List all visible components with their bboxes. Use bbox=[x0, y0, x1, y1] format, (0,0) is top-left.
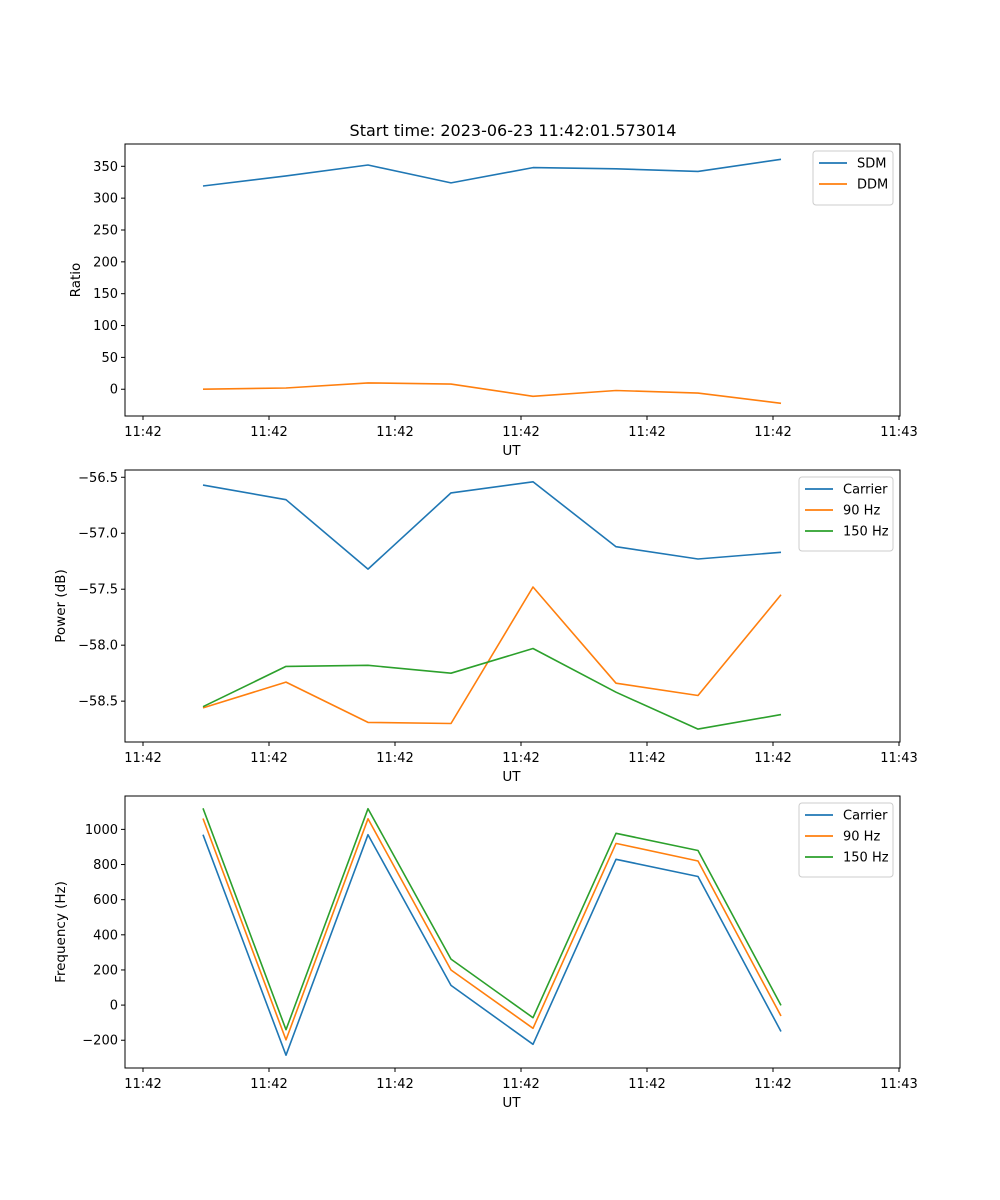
plot-panel-2: −58.5 −58.0 −57.5 −57.0 −56.5 11:42 11:42 11:42… bbox=[53, 469, 918, 785]
series-line-sdm bbox=[202, 158, 782, 187]
x-tick-label: 11:42 bbox=[250, 1077, 287, 1092]
legend-box bbox=[798, 802, 894, 878]
legend: Carrier 90 Hz 150 Hz bbox=[798, 802, 894, 878]
y-tick-label: 0 bbox=[110, 999, 118, 1014]
x-tick-label: 11:42 bbox=[754, 1077, 791, 1092]
y-tick-label: 50 bbox=[101, 351, 118, 366]
y-tick-label: 600 bbox=[93, 893, 118, 908]
y-tick-label: −58.5 bbox=[78, 695, 118, 710]
y-tick-label: 800 bbox=[93, 858, 118, 873]
plots-group: 0 50 100 150 200 250 300 350 11:42 11:42 11:42 11:4… bbox=[53, 143, 918, 1111]
y-tick-label: 1000 bbox=[85, 823, 118, 838]
legend-entry-label: DDM bbox=[857, 178, 888, 193]
series-line-ddm bbox=[202, 382, 782, 405]
x-tick-label: 11:42 bbox=[502, 751, 539, 766]
x-tick-label: 11:42 bbox=[754, 425, 791, 440]
x-tick-label: 11:42 bbox=[628, 751, 665, 766]
y-tick-label: 350 bbox=[93, 160, 118, 175]
x-axis-label: UT bbox=[502, 1095, 521, 1111]
series-line-150-hz bbox=[202, 647, 782, 730]
legend-entry-label: 150 Hz bbox=[843, 851, 889, 866]
legend-entry-label: Carrier bbox=[843, 483, 888, 498]
y-axis-label: Power (dB) bbox=[53, 569, 69, 642]
x-tick-label: 11:43 bbox=[880, 425, 917, 440]
y-tick-label: 200 bbox=[93, 963, 118, 978]
axes-frame bbox=[124, 469, 901, 743]
legend-entry-label: SDM bbox=[857, 157, 886, 172]
series-line-carrier bbox=[202, 833, 782, 1056]
y-tick-label: 100 bbox=[93, 319, 118, 334]
legend-entry-label: 150 Hz bbox=[843, 525, 889, 540]
y-tick-label: 0 bbox=[110, 383, 118, 398]
series-line-carrier bbox=[202, 480, 782, 570]
x-tick-label: 11:42 bbox=[124, 751, 161, 766]
y-tick-label: 300 bbox=[93, 192, 118, 207]
x-tick-label: 11:42 bbox=[250, 751, 287, 766]
x-tick-label: 11:42 bbox=[376, 751, 413, 766]
plot-panel-1: 0 50 100 150 200 250 300 350 11:42 11:42 11:42 11:4… bbox=[68, 143, 918, 459]
x-axis-label: UT bbox=[502, 443, 521, 459]
x-tick-label: 11:42 bbox=[628, 425, 665, 440]
series-line-90-hz bbox=[202, 586, 782, 725]
x-tick-label: 11:43 bbox=[880, 1077, 917, 1092]
legend-entry-label: 90 Hz bbox=[843, 830, 880, 845]
x-tick-label: 11:42 bbox=[502, 425, 539, 440]
series-line-90-hz bbox=[202, 817, 782, 1041]
legend-box bbox=[812, 150, 894, 206]
x-tick-label: 11:42 bbox=[124, 425, 161, 440]
legend-box bbox=[798, 476, 894, 552]
y-tick-label: 200 bbox=[93, 255, 118, 270]
y-tick-label: 400 bbox=[93, 928, 118, 943]
legend: SDM DDM bbox=[812, 150, 894, 206]
axes-frame bbox=[124, 795, 901, 1069]
x-tick-label: 11:43 bbox=[880, 751, 917, 766]
x-tick-label: 11:42 bbox=[250, 425, 287, 440]
x-tick-label: 11:42 bbox=[754, 751, 791, 766]
y-tick-label: −57.5 bbox=[78, 583, 118, 598]
y-axis-label: Frequency (Hz) bbox=[53, 881, 69, 983]
legend-entry-label: 90 Hz bbox=[843, 504, 880, 519]
x-tick-label: 11:42 bbox=[628, 1077, 665, 1092]
x-axis-label: UT bbox=[502, 769, 521, 785]
plot-panel-3: −200 0 200 400 600 800 1000 11:42 11:42 11:42 11:4… bbox=[53, 795, 918, 1111]
y-axis-label: Ratio bbox=[68, 263, 84, 298]
y-tick-label: 250 bbox=[93, 223, 118, 238]
legend-entry-label: Carrier bbox=[843, 809, 888, 824]
y-tick-label: −57.0 bbox=[78, 527, 118, 542]
x-tick-label: 11:42 bbox=[502, 1077, 539, 1092]
x-tick-label: 11:42 bbox=[124, 1077, 161, 1092]
y-tick-label: −56.5 bbox=[78, 471, 118, 486]
series-line-150-hz bbox=[202, 807, 782, 1031]
y-tick-label: 150 bbox=[93, 287, 118, 302]
y-tick-label: −58.0 bbox=[78, 639, 118, 654]
x-tick-label: 11:42 bbox=[376, 425, 413, 440]
legend: Carrier 90 Hz 150 Hz bbox=[798, 476, 894, 552]
figure-title: Start time: 2023-06-23 11:42:01.573014 bbox=[350, 121, 677, 140]
axes-frame bbox=[124, 143, 901, 417]
y-tick-label: −200 bbox=[82, 1034, 118, 1049]
x-tick-label: 11:42 bbox=[376, 1077, 413, 1092]
